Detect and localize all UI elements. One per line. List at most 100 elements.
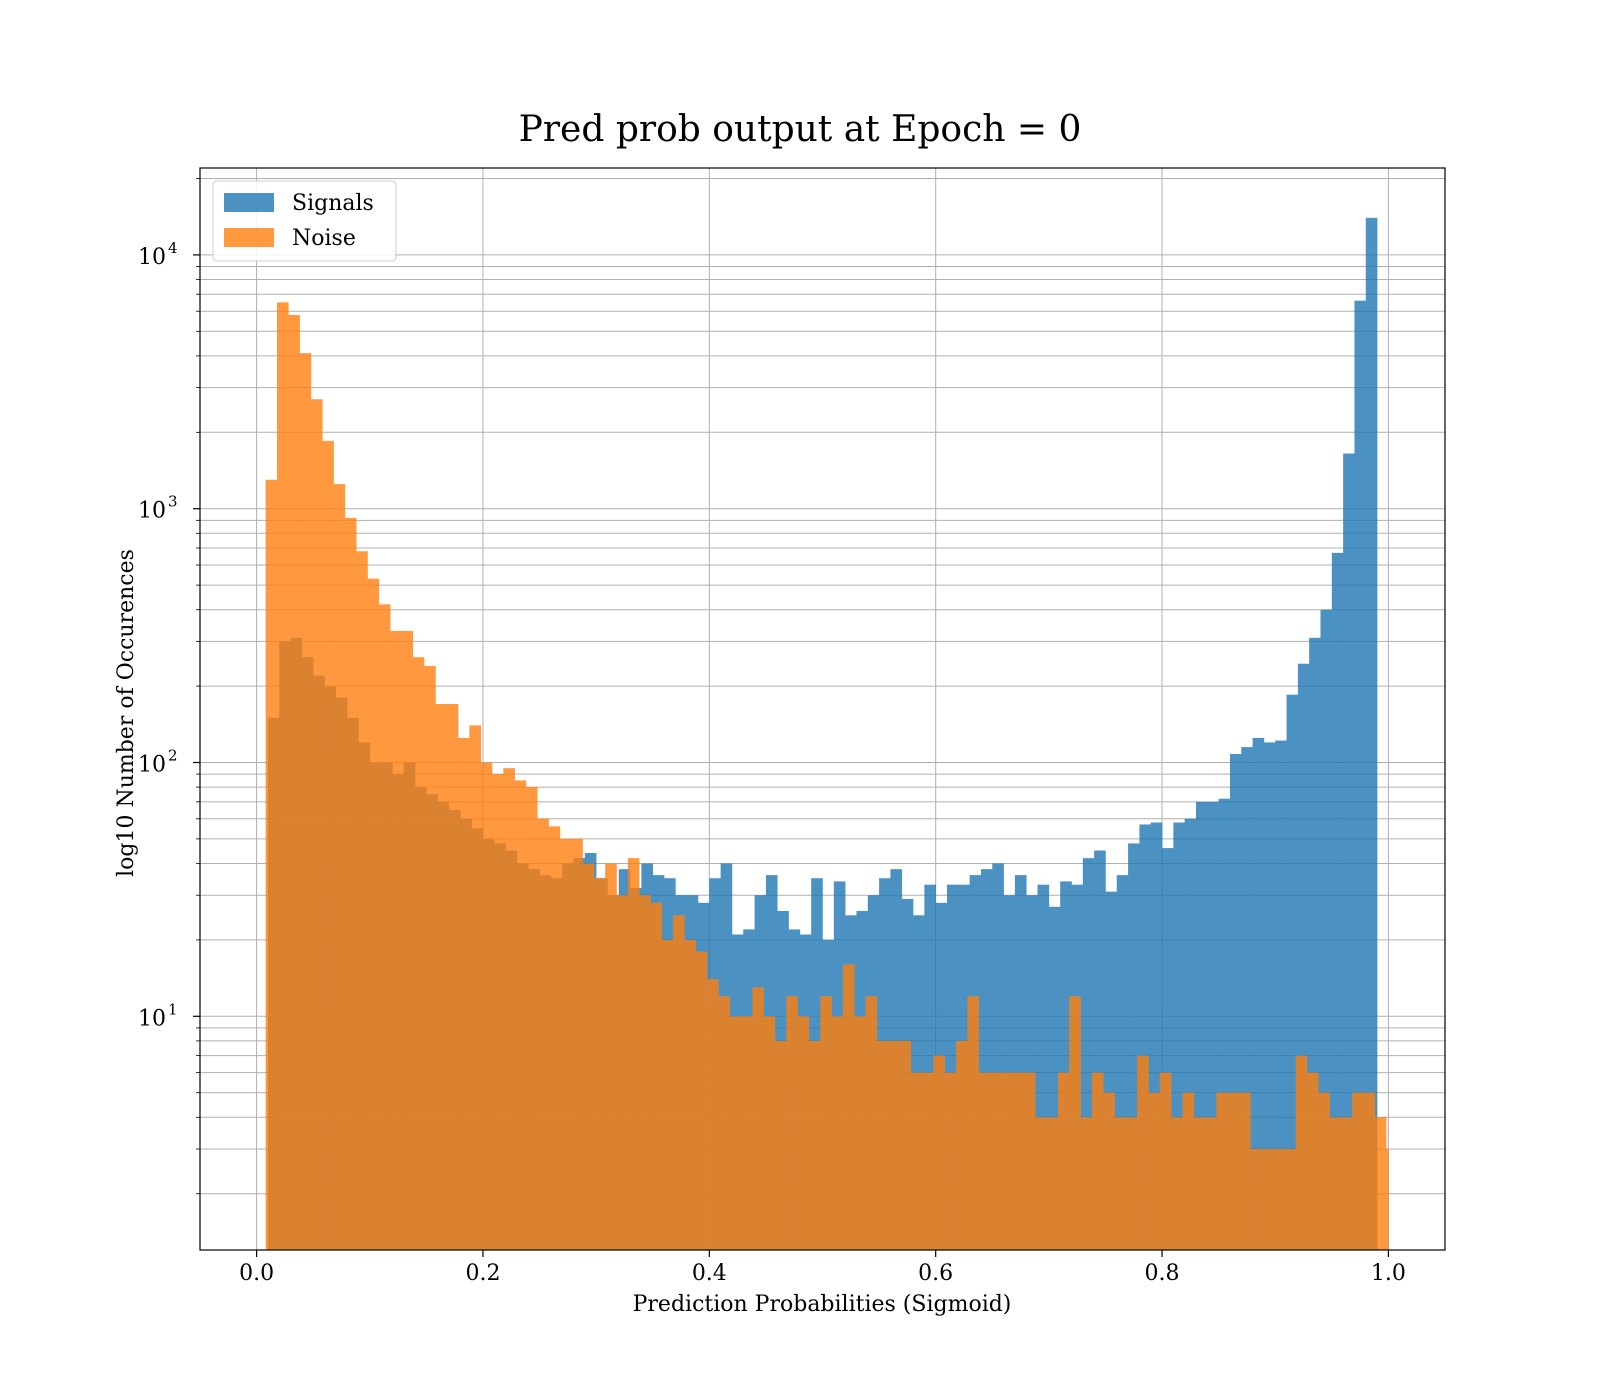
bar-noise <box>1363 1092 1376 1250</box>
bar-signals <box>1105 891 1118 1250</box>
bar-noise <box>1284 1149 1296 1250</box>
bar-noise <box>1205 1117 1217 1250</box>
bar-noise <box>1012 1072 1025 1250</box>
bar-noise <box>333 484 346 1250</box>
bar-noise <box>367 578 380 1250</box>
bar-noise <box>774 1040 787 1250</box>
bar-noise <box>593 878 606 1250</box>
bar-noise <box>707 979 719 1250</box>
bar-signals <box>1094 850 1106 1250</box>
bar-noise <box>876 1040 889 1250</box>
x-tick-label: 0.6 <box>918 1261 953 1286</box>
bar-noise <box>1374 1117 1387 1250</box>
legend-label-signals: Signals <box>292 191 374 216</box>
bar-noise <box>899 1040 912 1250</box>
bar-signals <box>1128 843 1140 1250</box>
bar-signals <box>1252 737 1265 1250</box>
bar-noise <box>1057 1072 1070 1250</box>
legend-swatch-signals <box>224 193 274 212</box>
bar-signals <box>1309 637 1321 1250</box>
bar-noise <box>741 1016 753 1250</box>
y-tick-label: 10 <box>138 753 166 778</box>
y-tick-label-exponent: 2 <box>168 747 178 765</box>
series-noise <box>265 302 1389 1250</box>
bar-noise <box>605 863 617 1250</box>
bar-noise <box>1080 1117 1093 1250</box>
bar-signals <box>1082 858 1095 1250</box>
bar-noise <box>627 858 640 1250</box>
plot-frame <box>199 167 1446 1251</box>
bar-noise <box>808 1040 821 1250</box>
bar-noise <box>458 737 470 1250</box>
bar-noise <box>322 440 334 1250</box>
bar-noise <box>446 704 459 1250</box>
bar-noise <box>831 1016 844 1250</box>
bar-signals <box>1060 881 1072 1250</box>
bar-noise <box>673 915 685 1250</box>
bar-noise <box>684 939 697 1250</box>
bar-signals <box>1297 663 1310 1250</box>
bar-noise <box>1091 1072 1104 1250</box>
bar-signals <box>1275 740 1287 1250</box>
bar-signals <box>1365 217 1378 1250</box>
x-tick-label: 1.0 <box>1371 1261 1406 1286</box>
bar-noise <box>480 762 493 1250</box>
bar-noise <box>424 666 436 1250</box>
bar-noise <box>582 863 595 1250</box>
bar-signals <box>1184 818 1197 1250</box>
bar-noise <box>616 895 629 1250</box>
chart-title: Pred prob output at Epoch = 0 <box>519 109 1082 150</box>
bar-noise <box>752 987 764 1250</box>
y-tick-label: 10 <box>138 499 166 524</box>
bar-noise <box>1171 1117 1183 1250</box>
bar-noise <box>1329 1117 1342 1250</box>
y-tick-label-exponent: 3 <box>168 493 178 511</box>
bar-noise <box>559 838 572 1250</box>
bar-noise <box>1250 1149 1262 1250</box>
legend-label-noise: Noise <box>292 226 356 251</box>
bar-noise <box>548 826 561 1250</box>
x-tick-label: 0.4 <box>692 1261 727 1286</box>
bar-signals <box>1173 822 1185 1250</box>
bar-noise <box>1306 1072 1319 1250</box>
bar-noise <box>1023 1072 1036 1250</box>
bar-noise <box>967 996 979 1250</box>
bar-noise <box>1069 996 1081 1250</box>
bar-noise <box>435 704 448 1250</box>
bar-signals <box>992 863 1004 1250</box>
bar-noise <box>401 630 414 1250</box>
bar-noise <box>763 1016 776 1250</box>
bar-noise <box>1159 1072 1172 1250</box>
bar-noise <box>786 996 798 1250</box>
bar-noise <box>661 939 674 1250</box>
bar-signals <box>1331 552 1344 1250</box>
bar-noise <box>492 774 504 1250</box>
y-tick-label: 10 <box>138 1006 166 1031</box>
bar-signals <box>1037 884 1050 1250</box>
bar-noise <box>344 517 357 1250</box>
bar-noise <box>639 895 651 1250</box>
bar-signals <box>1207 801 1219 1250</box>
bar-noise <box>1272 1149 1285 1250</box>
bar-noise <box>1239 1092 1251 1250</box>
bar-noise <box>1114 1117 1127 1250</box>
bar-noise <box>922 1072 934 1250</box>
bar-noise <box>503 768 515 1250</box>
bar-noise <box>1295 1055 1308 1250</box>
bar-signals <box>1263 742 1276 1250</box>
bar-noise <box>1340 1117 1353 1250</box>
bar-noise <box>910 1072 923 1250</box>
bar-noise <box>469 725 481 1250</box>
bar-noise <box>378 604 391 1250</box>
bar-noise <box>1148 1092 1161 1250</box>
bar-noise <box>956 1040 968 1250</box>
x-tick-label: 0.8 <box>1145 1261 1180 1286</box>
bar-signals <box>1229 754 1242 1250</box>
bar-noise <box>1318 1092 1330 1250</box>
bar-signals <box>1116 875 1129 1250</box>
bar-noise <box>525 787 538 1250</box>
bar-signals <box>1139 824 1152 1250</box>
bar-signals <box>1343 453 1355 1251</box>
